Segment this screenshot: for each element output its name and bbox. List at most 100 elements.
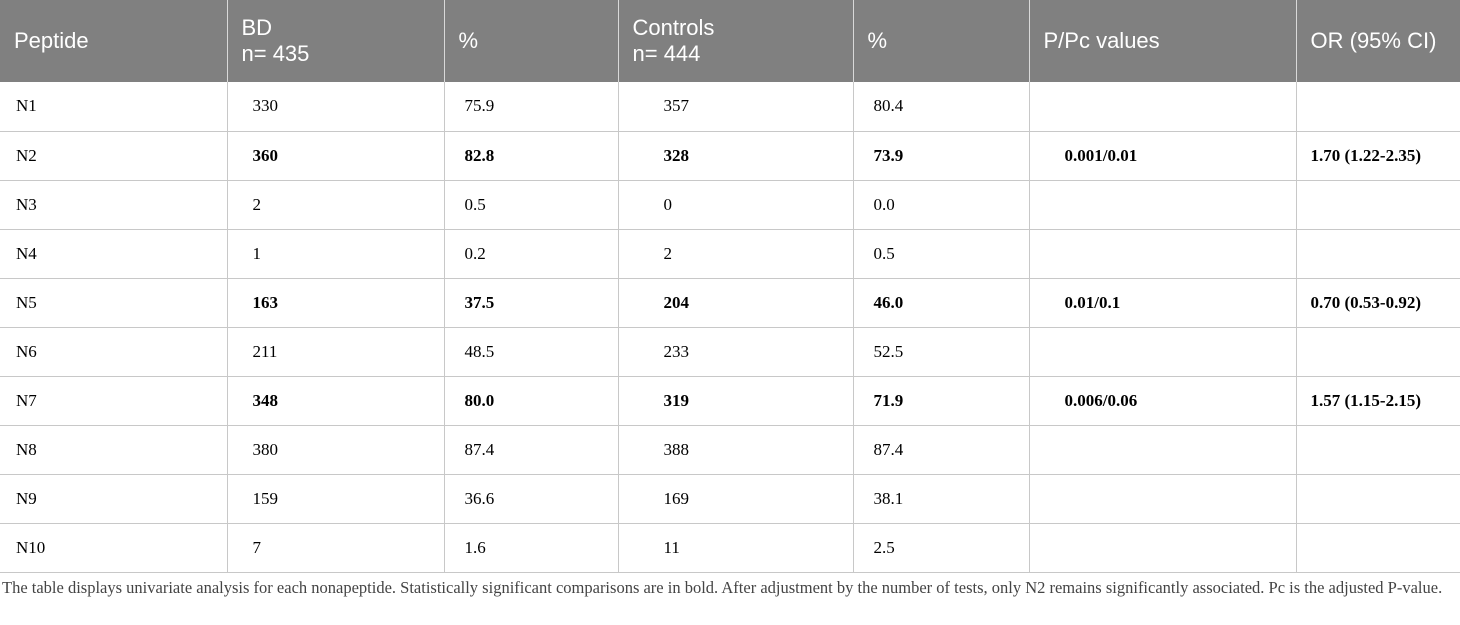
cell-controls-percent: 80.4 [853,82,1030,132]
cell-or-ci [1296,229,1460,279]
header-line: n= 444 [632,41,701,66]
cell-bd: 380 [227,425,445,475]
table-row: N9 159 36.6 169 38.1 [0,474,1460,524]
cell-controls: 233 [618,327,854,377]
cell-controls-percent: 73.9 [853,131,1030,181]
cell-peptide: N6 [0,327,228,377]
cell-or-ci: 0.70 (0.53-0.92) [1296,278,1460,328]
table-header: Peptide BD n= 435% Controls n= 444% P/Pc valu… [0,0,1460,82]
header-line: Peptide [14,28,89,53]
cell-bd: 2 [227,180,445,230]
cell-p-pc: 0.006/0.06 [1029,376,1297,426]
cell-controls: 0 [618,180,854,230]
table-row: N2 360 82.8 328 73.9 0.001/0.01 1.70 (1.22-2.3… [0,131,1460,181]
cell-or-ci [1296,327,1460,377]
header-line: % [458,28,479,53]
cell-peptide: N8 [0,425,228,475]
cell-controls-percent: 46.0 [853,278,1030,328]
table-body: N1 330 75.9 357 80.4 N2 360 82.8 328 73.9 0.001/0.… [0,82,1460,573]
cell-controls-percent: 2.5 [853,523,1030,573]
header-p-pc-values: P/Pc values [1029,0,1297,82]
cell-controls-percent: 87.4 [853,425,1030,475]
cell-controls: 204 [618,278,854,328]
header-line: n= 435 [241,41,310,66]
table-row: N6 211 48.5 233 52.5 [0,327,1460,377]
cell-bd-percent: 48.5 [444,327,619,377]
cell-or-ci [1296,82,1460,132]
table-row: N1 330 75.9 357 80.4 [0,82,1460,132]
cell-controls-percent: 71.9 [853,376,1030,426]
header-line: P/Pc values [1043,28,1160,53]
cell-controls: 319 [618,376,854,426]
cell-peptide: N5 [0,278,228,328]
cell-bd: 348 [227,376,445,426]
table-row: N5 163 37.5 204 46.0 0.01/0.1 0.70 (0.53-0.92) [0,278,1460,328]
header-bd-percent: % [444,0,619,82]
cell-bd-percent: 82.8 [444,131,619,181]
table-row: N7 348 80.0 319 71.9 0.006/0.06 1.57 (1.15-2.1… [0,376,1460,426]
cell-bd-percent: 36.6 [444,474,619,524]
cell-bd: 211 [227,327,445,377]
table-row: N4 1 0.2 2 0.5 [0,229,1460,279]
cell-or-ci [1296,425,1460,475]
cell-peptide: N10 [0,523,228,573]
cell-bd: 163 [227,278,445,328]
cell-peptide: N7 [0,376,228,426]
cell-bd: 1 [227,229,445,279]
cell-peptide: N1 [0,82,228,132]
cell-p-pc [1029,82,1297,132]
cell-controls: 2 [618,229,854,279]
cell-or-ci [1296,523,1460,573]
cell-controls: 169 [618,474,854,524]
cell-bd: 360 [227,131,445,181]
cell-bd-percent: 0.5 [444,180,619,230]
table-row: N8 380 87.4 388 87.4 [0,425,1460,475]
cell-peptide: N9 [0,474,228,524]
cell-bd-percent: 87.4 [444,425,619,475]
cell-controls-percent: 0.5 [853,229,1030,279]
cell-p-pc [1029,474,1297,524]
table-row: N10 7 1.6 11 2.5 [0,523,1460,573]
table-row: N3 2 0.5 0 0.0 [0,180,1460,230]
cell-peptide: N3 [0,180,228,230]
results-table: Peptide BD n= 435% Controls n= 444% P/Pc valu… [0,0,1460,573]
cell-p-pc: 0.01/0.1 [1029,278,1297,328]
cell-p-pc [1029,425,1297,475]
cell-controls: 328 [618,131,854,181]
cell-bd-percent: 75.9 [444,82,619,132]
cell-or-ci: 1.57 (1.15-2.15) [1296,376,1460,426]
cell-or-ci [1296,474,1460,524]
header-line: OR (95% CI) [1310,28,1437,53]
cell-p-pc [1029,327,1297,377]
header-row: Peptide BD n= 435% Controls n= 444% P/Pc valu… [0,0,1460,82]
cell-bd: 330 [227,82,445,132]
cell-p-pc [1029,229,1297,279]
header-or-ci: OR (95% CI) [1296,0,1460,82]
header-bd: BD n= 435 [227,0,445,82]
cell-bd: 159 [227,474,445,524]
cell-controls-percent: 0.0 [853,180,1030,230]
cell-peptide: N2 [0,131,228,181]
cell-controls-percent: 52.5 [853,327,1030,377]
cell-p-pc [1029,180,1297,230]
cell-peptide: N4 [0,229,228,279]
header-line: BD [241,15,273,40]
cell-controls-percent: 38.1 [853,474,1030,524]
cell-controls: 11 [618,523,854,573]
cell-bd: 7 [227,523,445,573]
header-controls-percent: % [853,0,1030,82]
cell-bd-percent: 0.2 [444,229,619,279]
cell-p-pc [1029,523,1297,573]
cell-bd-percent: 80.0 [444,376,619,426]
cell-bd-percent: 1.6 [444,523,619,573]
header-line: % [867,28,888,53]
cell-controls: 357 [618,82,854,132]
cell-bd-percent: 37.5 [444,278,619,328]
cell-or-ci: 1.70 (1.22-2.35) [1296,131,1460,181]
header-peptide: Peptide [0,0,228,82]
table-footnote: The table displays univariate analysis f… [2,578,1443,597]
header-controls: Controls n= 444 [618,0,854,82]
cell-controls: 388 [618,425,854,475]
header-line: Controls [632,15,715,40]
cell-p-pc: 0.001/0.01 [1029,131,1297,181]
